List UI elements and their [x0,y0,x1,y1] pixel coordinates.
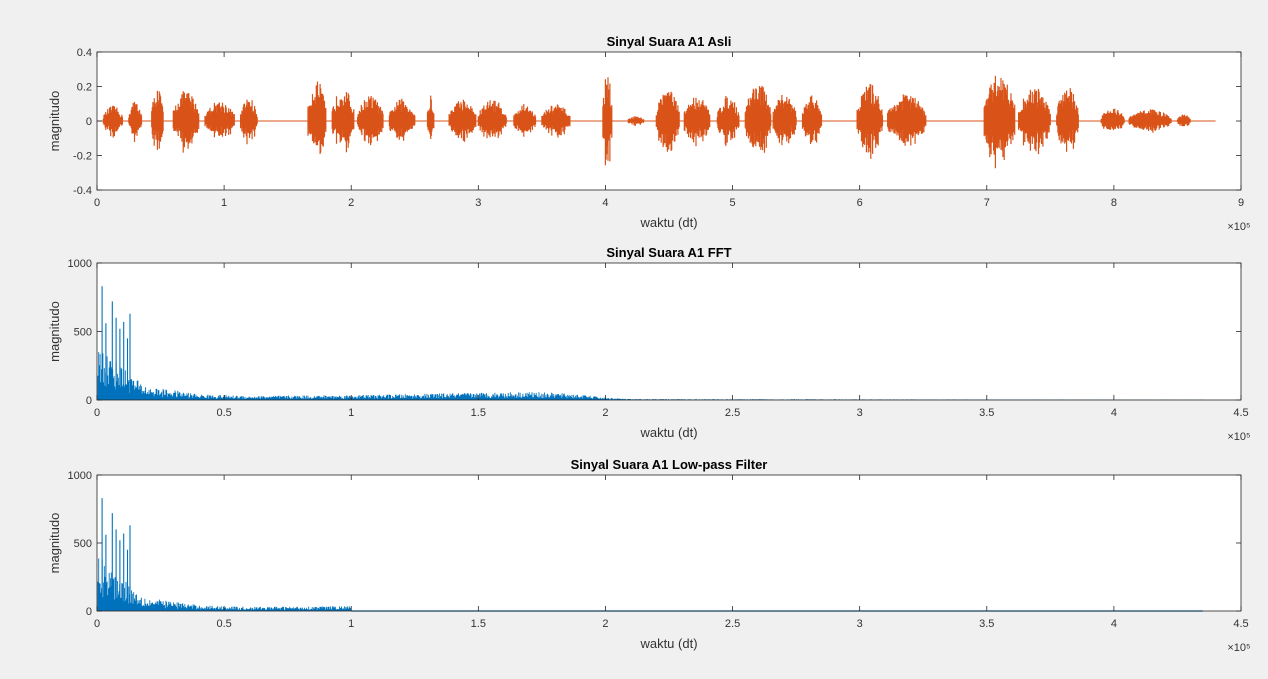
signal-burst [357,96,384,146]
signal-burst [102,105,123,138]
x-axis-label: waktu (dt) [639,636,697,651]
x-tick-label: 3.5 [979,407,994,419]
signal-burst [307,81,327,154]
subplot-title: Sinyal Suara A1 Asli [607,34,732,49]
signal-burst [151,90,164,150]
signal-burst [388,98,416,141]
x-axis-label: waktu (dt) [639,215,697,230]
subplot-2: 0 0.5 1 1.5 2 2.5 3 3.5 4 4.5 0 500 1000 Sinyal Suara… [47,245,1251,443]
y-axis-label: magnitudo [47,301,62,362]
x-tick-label: 4 [1111,618,1117,630]
data-series [97,75,1216,169]
x-tick-label: 6 [857,197,863,209]
x-tick-label: 3 [475,197,481,209]
x-tick-label: 5 [729,197,735,209]
x-tick-label: 0.5 [216,618,231,630]
signal-burst [1100,108,1125,131]
x-tick-label: 2.5 [725,407,740,419]
signal-burst [655,91,680,152]
signal-burst [856,84,884,159]
subplot-title: Sinyal Suara A1 Low-pass Filter [571,457,768,472]
x-tick-label: 3 [857,407,863,419]
x-tick-label: 0 [94,197,100,209]
signal-burst [204,102,235,138]
x-tick-label: 4.5 [1233,407,1248,419]
x-tick-label: 0 [94,618,100,630]
signal-burst [772,95,797,146]
spectrum-peaks [101,498,131,611]
y-tick-label: 1000 [68,258,92,270]
y-tick-label: 0.2 [77,82,92,94]
y-tick-label: -0.2 [73,151,92,163]
x-exponent-label: ×10⁵ [1227,642,1250,654]
signal-burst [477,100,507,139]
subplot-title: Sinyal Suara A1 FFT [606,245,731,260]
signal-burst [744,85,772,153]
x-axis-label: waktu (dt) [639,425,697,440]
x-tick-label: 2 [602,407,608,419]
y-tick-label: 500 [74,327,92,339]
x-tick-label: 4 [1111,407,1117,419]
axes-background [97,263,1241,400]
y-axis-label: magnitudo [47,513,62,574]
y-tick-label: 0.4 [77,47,92,59]
signal-burst [541,104,571,138]
x-tick-label: 3 [857,618,863,630]
y-tick-label: 0 [86,606,92,618]
signal-burst [1018,88,1051,155]
x-tick-label: 2.5 [725,618,740,630]
signal-burst [683,97,711,147]
x-tick-label: 3.5 [979,618,994,630]
signal-burst [240,99,258,145]
signal-burst [426,95,435,139]
signal-burst [128,101,143,142]
x-tick-label: 7 [984,197,990,209]
x-tick-label: 0.5 [216,407,231,419]
x-exponent-label: ×10⁵ [1227,221,1250,233]
x-tick-label: 8 [1111,197,1117,209]
y-tick-label: 0 [86,395,92,407]
signal-burst [448,99,477,142]
signal-burst [627,116,645,126]
y-tick-label: 0 [86,116,92,128]
y-tick-label: -0.4 [73,185,92,197]
x-tick-label: 1 [348,407,354,419]
y-tick-label: 500 [74,538,92,550]
signal-burst [1176,114,1191,127]
signal-burst [172,91,200,153]
x-tick-label: 4.5 [1233,618,1248,630]
signal-burst [513,104,537,137]
x-tick-label: 1 [348,618,354,630]
x-tick-label: 0 [94,407,100,419]
x-tick-label: 4 [602,197,608,209]
spectrum-peaks [101,286,131,400]
subplot-1: 0 1 2 3 4 5 6 7 8 9 -0.4 -0.2 0 0.2 0.4 Sinyal Suara A1… [47,34,1251,233]
x-tick-label: 9 [1238,197,1244,209]
x-tick-label: 2 [602,618,608,630]
signal-burst [801,95,823,144]
signal-burst [887,94,927,146]
x-exponent-label: ×10⁵ [1227,431,1250,443]
axes-background [97,475,1241,611]
x-tick-label: 1.5 [471,618,486,630]
signal-burst [1056,88,1079,152]
signal-burst [331,92,355,153]
spectrum-fill [97,558,352,611]
x-tick-label: 1 [221,197,227,209]
signal-burst [1128,109,1172,133]
signal-burst [983,75,1016,169]
y-tick-label: 1000 [68,470,92,482]
x-tick-label: 2 [348,197,354,209]
signal-burst [716,96,740,146]
signal-burst [602,77,613,166]
y-axis-label: magnitudo [47,91,62,152]
subplot-3: 0 0.5 1 1.5 2 2.5 3 3.5 4 4.5 0 500 1000 Sinyal Suara… [47,457,1251,654]
x-tick-label: 1.5 [471,407,486,419]
